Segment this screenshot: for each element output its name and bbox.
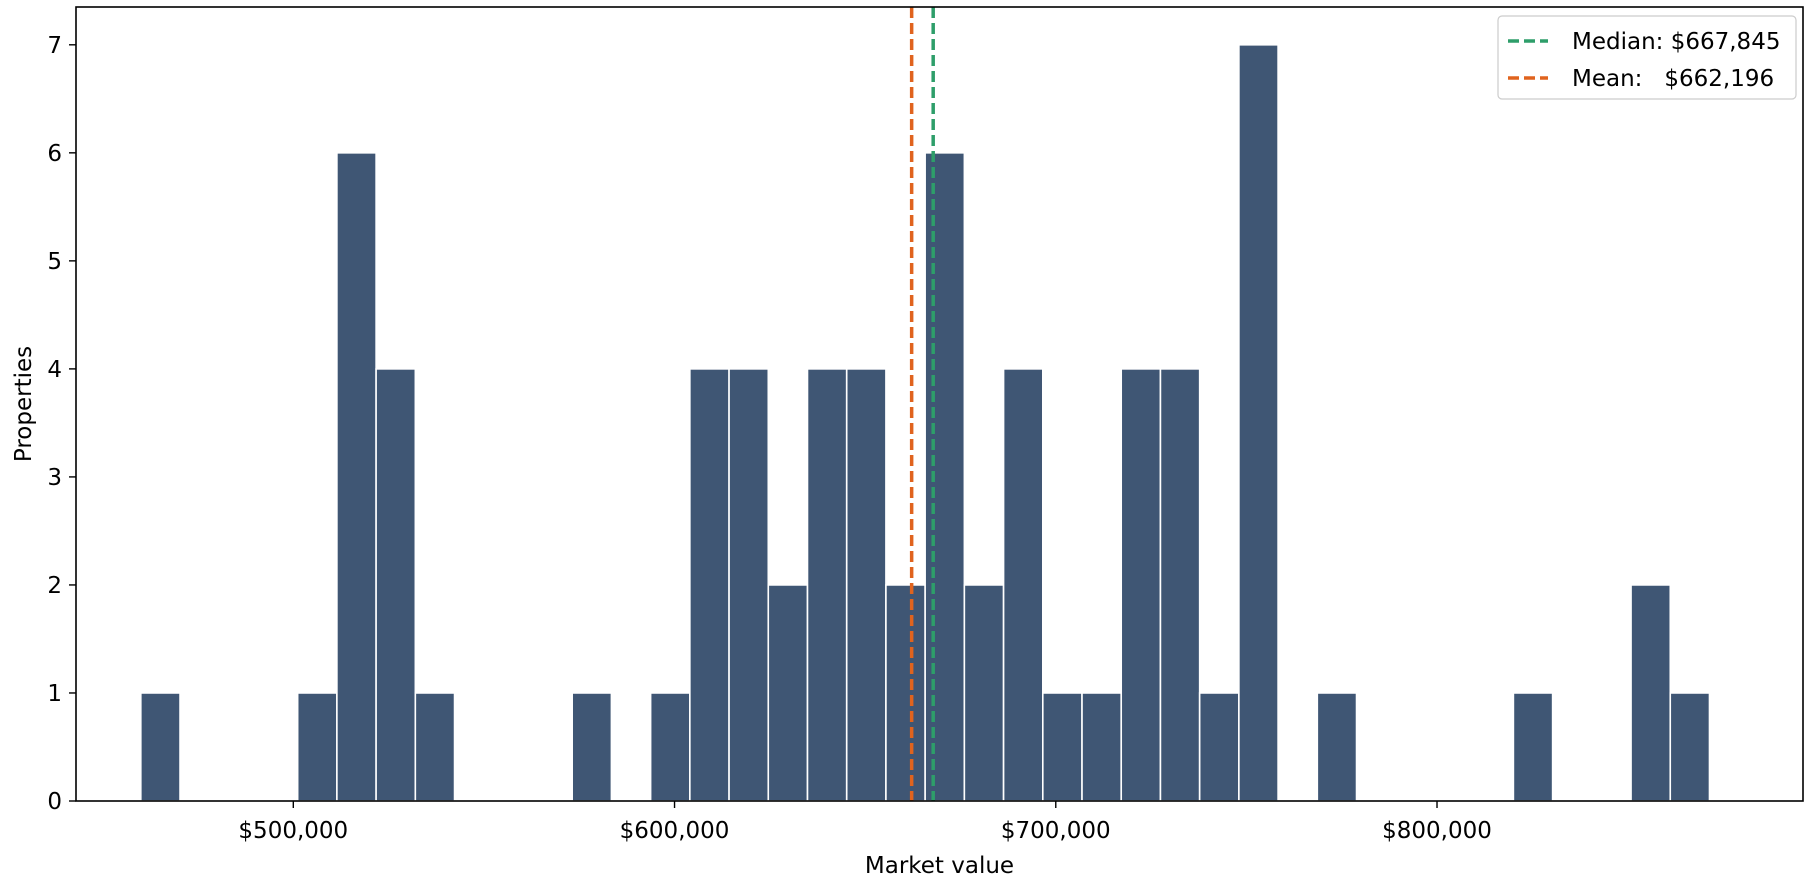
histogram-bar <box>1041 692 1083 802</box>
y-axis-title: Properties <box>11 346 37 462</box>
y-tick-label: 4 <box>47 357 62 383</box>
y-tick-label: 0 <box>47 789 62 815</box>
x-axis-ticks: $500,000 $600,000 $700,000 $800,000 <box>238 801 1492 844</box>
histogram-bars <box>140 44 1711 802</box>
legend-box <box>1497 15 1797 100</box>
x-tick-label: $500,000 <box>238 818 348 844</box>
histogram-bar <box>1198 692 1240 802</box>
y-tick-label: 1 <box>47 681 62 707</box>
x-tick-label: $800,000 <box>1382 818 1492 844</box>
histogram-bar <box>375 368 417 802</box>
histogram-bar <box>414 692 456 802</box>
histogram-bar <box>1081 692 1123 802</box>
histogram-bar <box>1512 692 1554 802</box>
legend: Median: $667,845 Mean: $662,196 <box>1497 15 1797 100</box>
histogram-bar <box>728 368 770 802</box>
y-tick-label: 2 <box>47 573 62 599</box>
legend-median-label: Median: $667,845 <box>1572 29 1780 55</box>
histogram-bar <box>845 368 887 802</box>
legend-mean-label: Mean: $662,196 <box>1572 66 1774 92</box>
histogram-bar <box>1159 368 1201 802</box>
histogram-bar <box>296 692 338 802</box>
histogram-bar <box>963 584 1005 802</box>
plot-frame <box>75 6 1804 802</box>
reference-lines <box>909 7 935 801</box>
histogram-bar <box>140 692 181 802</box>
y-tick-label: 3 <box>47 465 62 491</box>
histogram-bar <box>1669 692 1711 802</box>
histogram-bar <box>767 584 809 802</box>
histogram-bar <box>885 584 926 802</box>
y-tick-label: 6 <box>47 141 62 167</box>
x-axis-title: Market value <box>865 853 1014 879</box>
x-tick-label: $600,000 <box>620 818 730 844</box>
x-tick-label: $700,000 <box>1001 818 1111 844</box>
histogram-bar <box>924 152 966 802</box>
histogram-bar <box>1002 368 1044 802</box>
y-tick-label: 5 <box>47 249 62 275</box>
y-axis-ticks: 0 1 2 3 4 5 6 7 <box>47 33 76 815</box>
histogram-bar <box>1630 584 1672 802</box>
histogram-bar <box>689 368 730 802</box>
histogram-bar <box>649 692 691 802</box>
histogram-bar <box>336 152 377 802</box>
histogram-bar <box>1238 44 1279 802</box>
histogram-bar <box>806 368 848 802</box>
histogram-bar <box>571 692 613 802</box>
y-tick-label: 7 <box>47 33 62 59</box>
histogram-bar <box>1120 368 1162 802</box>
histogram-bar <box>1316 692 1358 802</box>
